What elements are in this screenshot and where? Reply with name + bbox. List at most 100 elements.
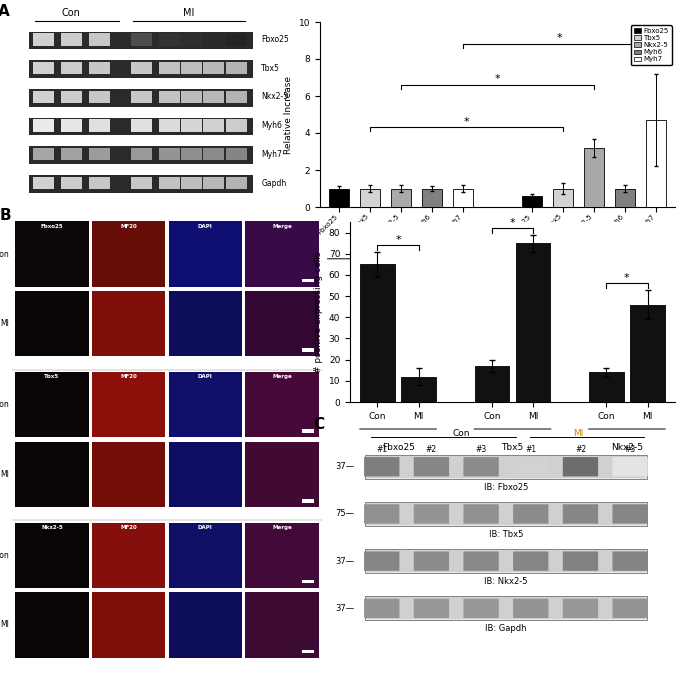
Bar	[168, 222, 242, 286]
Bar	[131, 177, 152, 189]
Text: #3: #3	[624, 445, 635, 454]
Bar	[168, 522, 242, 588]
Text: Con: Con	[0, 550, 9, 560]
Bar	[15, 592, 88, 657]
Bar	[61, 177, 81, 189]
Bar	[226, 62, 246, 74]
Bar	[475, 366, 509, 402]
FancyBboxPatch shape	[464, 457, 499, 477]
Bar	[159, 119, 180, 132]
Text: Tbx5: Tbx5	[501, 443, 523, 452]
Bar	[365, 549, 647, 574]
Bar	[590, 372, 624, 402]
FancyBboxPatch shape	[413, 552, 449, 571]
Bar	[131, 91, 152, 103]
Bar	[15, 372, 88, 437]
Text: MI: MI	[0, 621, 9, 629]
Text: Con: Con	[61, 8, 81, 18]
Text: MI: MI	[183, 8, 194, 18]
Text: #3: #3	[475, 445, 487, 454]
FancyBboxPatch shape	[612, 457, 648, 477]
Bar	[203, 177, 224, 189]
Bar	[329, 188, 349, 207]
Bar	[61, 91, 81, 103]
Bar	[29, 31, 253, 49]
Text: Tbx5: Tbx5	[262, 63, 280, 73]
Bar	[631, 305, 665, 402]
Text: *: *	[624, 273, 630, 283]
Bar	[92, 222, 166, 286]
FancyBboxPatch shape	[413, 599, 449, 618]
Bar	[92, 522, 166, 588]
Bar	[245, 592, 319, 657]
FancyBboxPatch shape	[612, 599, 648, 618]
Text: 37—: 37—	[335, 557, 354, 565]
Bar	[553, 188, 573, 207]
FancyBboxPatch shape	[513, 504, 548, 524]
Bar	[366, 597, 646, 619]
Text: DAPI: DAPI	[198, 524, 213, 530]
Bar	[361, 265, 395, 402]
Bar	[302, 580, 315, 583]
Bar	[29, 89, 253, 106]
Bar	[33, 91, 54, 103]
Bar	[159, 33, 180, 46]
Bar	[226, 119, 246, 132]
Text: IB: Fbxo25: IB: Fbxo25	[484, 482, 528, 492]
FancyBboxPatch shape	[513, 552, 548, 571]
Bar	[615, 188, 635, 207]
Bar	[226, 177, 246, 189]
Bar	[159, 62, 180, 74]
Text: Fbxo25: Fbxo25	[262, 35, 289, 44]
Text: Myh7: Myh7	[262, 150, 283, 159]
Bar	[181, 177, 202, 189]
Text: IB: Tbx5: IB: Tbx5	[489, 530, 523, 539]
Bar	[61, 148, 81, 160]
Bar	[516, 243, 551, 402]
Bar	[159, 177, 180, 189]
Bar	[33, 148, 54, 160]
Bar	[203, 91, 224, 103]
FancyBboxPatch shape	[563, 599, 598, 618]
Text: 37—: 37—	[335, 604, 354, 613]
Bar	[203, 33, 224, 46]
Bar	[88, 177, 109, 189]
Text: *: *	[557, 33, 562, 43]
Text: B: B	[0, 208, 11, 223]
Text: Nkx2-5: Nkx2-5	[611, 443, 643, 452]
Bar	[365, 596, 647, 621]
FancyBboxPatch shape	[563, 504, 598, 524]
Text: #1: #1	[376, 445, 387, 454]
Bar	[15, 442, 88, 507]
Bar	[88, 148, 109, 160]
Bar	[245, 291, 319, 357]
Text: Fbxo25: Fbxo25	[40, 224, 63, 228]
Bar	[203, 148, 224, 160]
Bar	[203, 119, 224, 132]
Bar	[245, 372, 319, 437]
Bar	[33, 177, 54, 189]
Bar	[245, 222, 319, 286]
Y-axis label: # positive expressing cells: # positive expressing cells	[314, 251, 323, 373]
Text: #1: #1	[525, 445, 537, 454]
Text: C: C	[313, 417, 324, 432]
Text: MF20: MF20	[120, 374, 137, 379]
Text: Tbx5: Tbx5	[45, 374, 59, 379]
Text: MI: MI	[0, 470, 9, 479]
Text: Con: Con	[393, 273, 410, 282]
Bar	[61, 62, 81, 74]
FancyBboxPatch shape	[464, 552, 499, 571]
Text: *: *	[464, 117, 469, 127]
Text: A: A	[0, 5, 10, 20]
Bar	[29, 118, 253, 135]
FancyBboxPatch shape	[364, 504, 400, 524]
Bar	[302, 649, 315, 653]
Bar	[366, 456, 646, 477]
Bar	[302, 499, 315, 503]
Text: IB: Nkx2-5: IB: Nkx2-5	[484, 577, 528, 586]
Bar	[360, 188, 380, 207]
Text: Gapdh: Gapdh	[262, 179, 287, 188]
Text: DAPI: DAPI	[198, 224, 213, 228]
FancyBboxPatch shape	[413, 504, 449, 524]
Text: MI: MI	[574, 429, 583, 439]
